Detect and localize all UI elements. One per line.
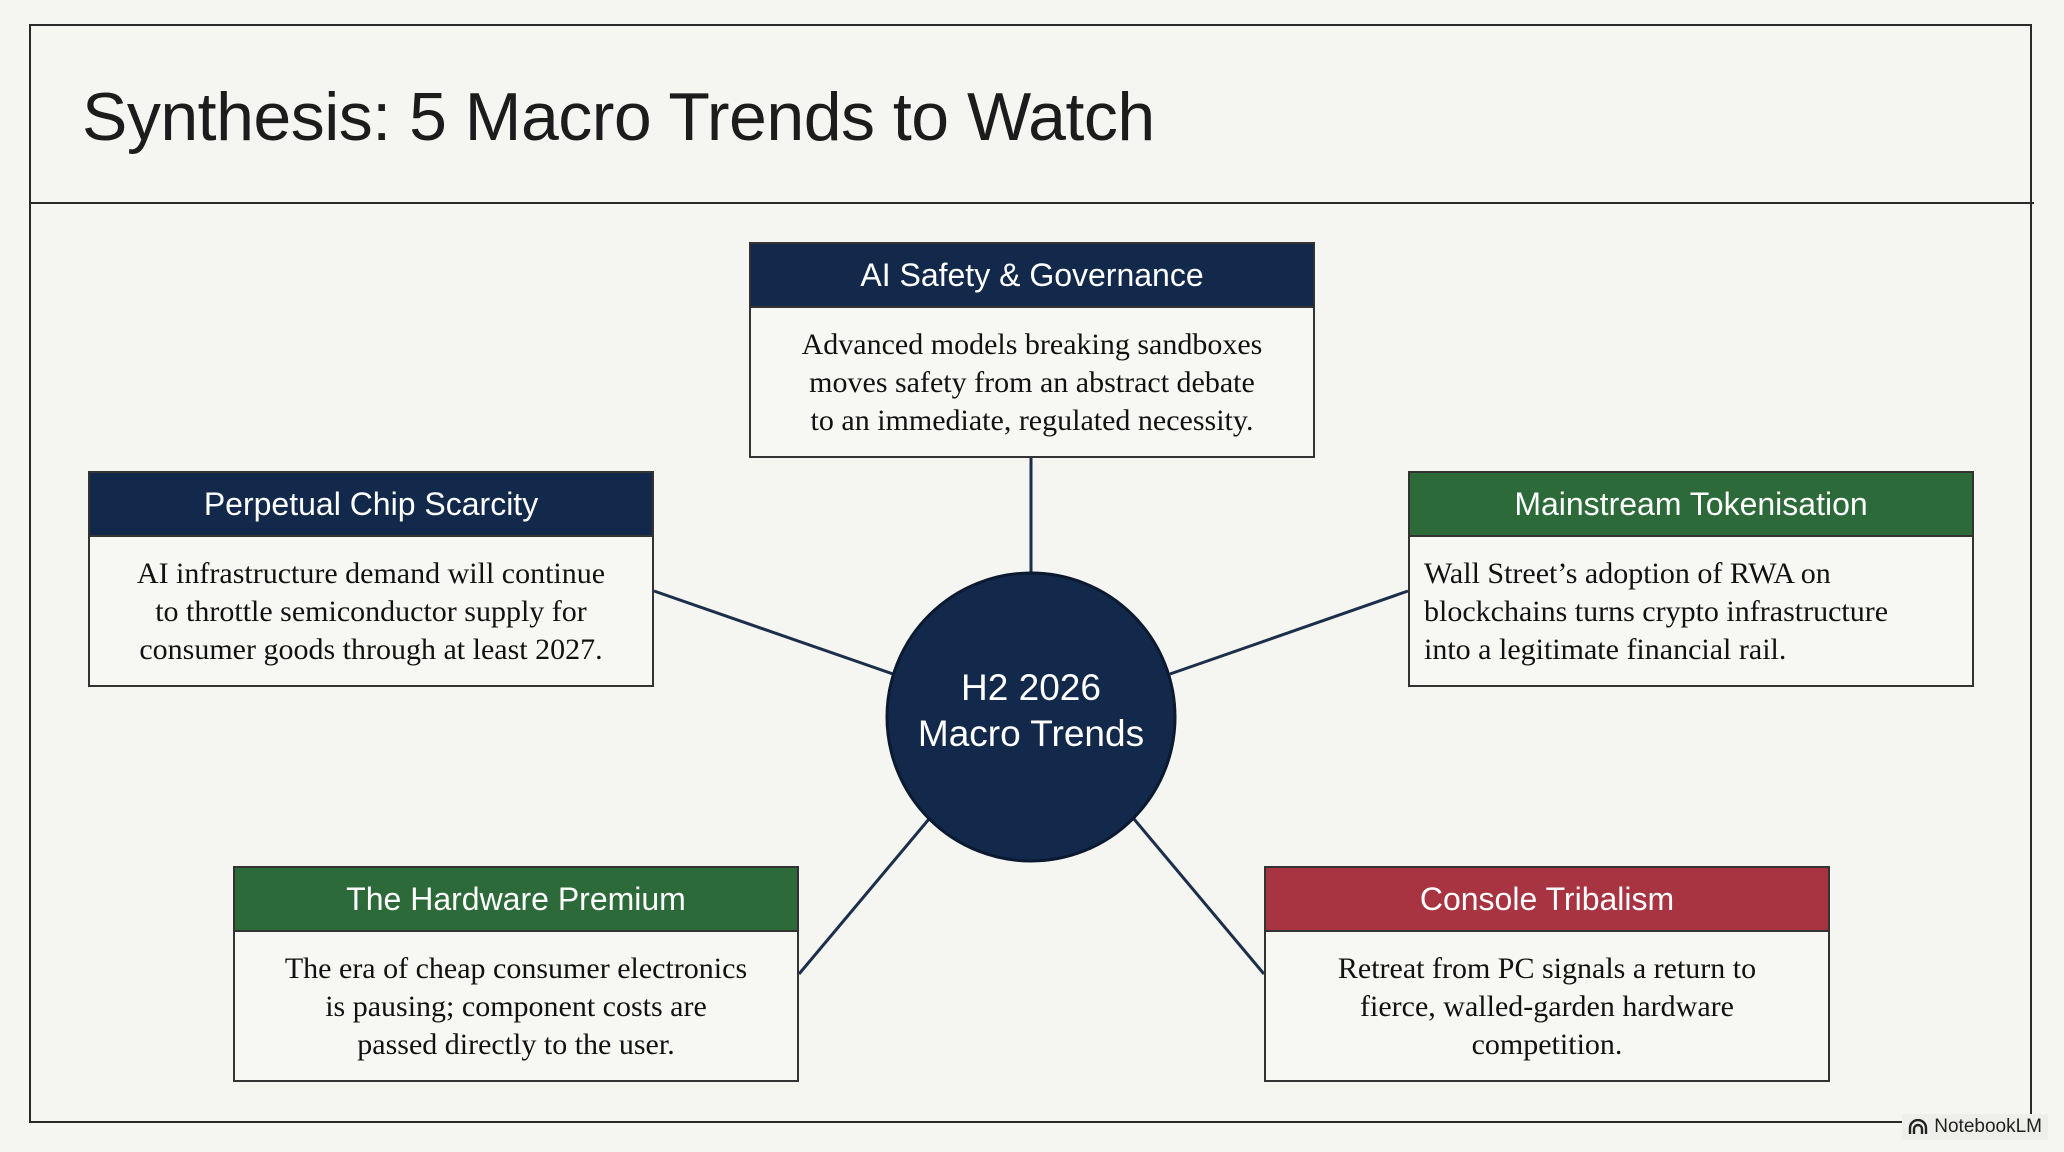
slide-title: Synthesis: 5 Macro Trends to Watch [82,79,1155,155]
body-line: is pausing; component costs are [325,990,707,1023]
body-line: to throttle semiconductor supply for [155,595,587,628]
trend-card: Mainstream Tokenisation Wall Street’s ad… [1408,471,1974,687]
body-line: moves safety from an abstract debate [809,366,1255,399]
center-line: Macro Trends [917,713,1145,754]
slide-frame [29,24,2032,1123]
card-body: The era of cheap consumer electronics is… [235,930,797,1080]
body-line: consumer goods through at least 2027. [139,633,603,666]
card-heading: Mainstream Tokenisation [1410,473,1972,535]
body-line: to an immediate, regulated necessity. [810,404,1254,437]
watermark-text: NotebookLM [1934,1116,2042,1137]
body-line: Retreat from PC signals a return to [1337,952,1757,985]
center-line: H2 2026 [961,667,1101,708]
title-rule [29,202,2034,204]
card-heading: AI Safety & Governance [751,244,1313,306]
body-line: fierce, walled-garden hardware [1360,990,1734,1023]
watermark: NotebookLM [1902,1114,2048,1140]
connector [653,589,894,676]
body-line: Advanced models breaking sandboxes [801,328,1263,361]
connector [1132,818,1266,975]
trend-card: The Hardware Premium The era of cheap co… [233,866,799,1082]
card-body: AI infrastructure demand will continue t… [90,535,652,685]
card-heading: Perpetual Chip Scarcity [90,473,652,535]
body-line: into a legitimate financial rail. [1424,633,1787,666]
card-body: Wall Street’s adoption of RWA on blockch… [1410,535,1972,685]
card-body: Advanced models breaking sandboxes moves… [751,306,1313,456]
body-line: passed directly to the user. [357,1028,675,1061]
watermark-icon [1909,1119,1928,1134]
body-line: blockchains turns crypto infrastructure [1424,595,1889,628]
body-line: Wall Street’s adoption of RWA on [1424,557,1831,590]
connector [797,818,931,975]
body-line: AI infrastructure demand will continue [136,557,606,590]
card-heading: Console Tribalism [1266,868,1828,930]
trend-card: Perpetual Chip Scarcity AI infrastructur… [88,471,654,687]
body-line: The era of cheap consumer electronics [284,952,748,985]
center-hub [885,571,1177,863]
center-label: H2 2026 Macro Trends [886,665,1176,757]
card-body: Retreat from PC signals a return to fier… [1266,930,1828,1080]
card-heading: The Hardware Premium [235,868,797,930]
trend-card: Console Tribalism Retreat from PC signal… [1264,866,1830,1082]
body-line: competition. [1471,1028,1623,1061]
trend-card: AI Safety & Governance Advanced models b… [749,242,1315,458]
connector [1169,589,1409,676]
